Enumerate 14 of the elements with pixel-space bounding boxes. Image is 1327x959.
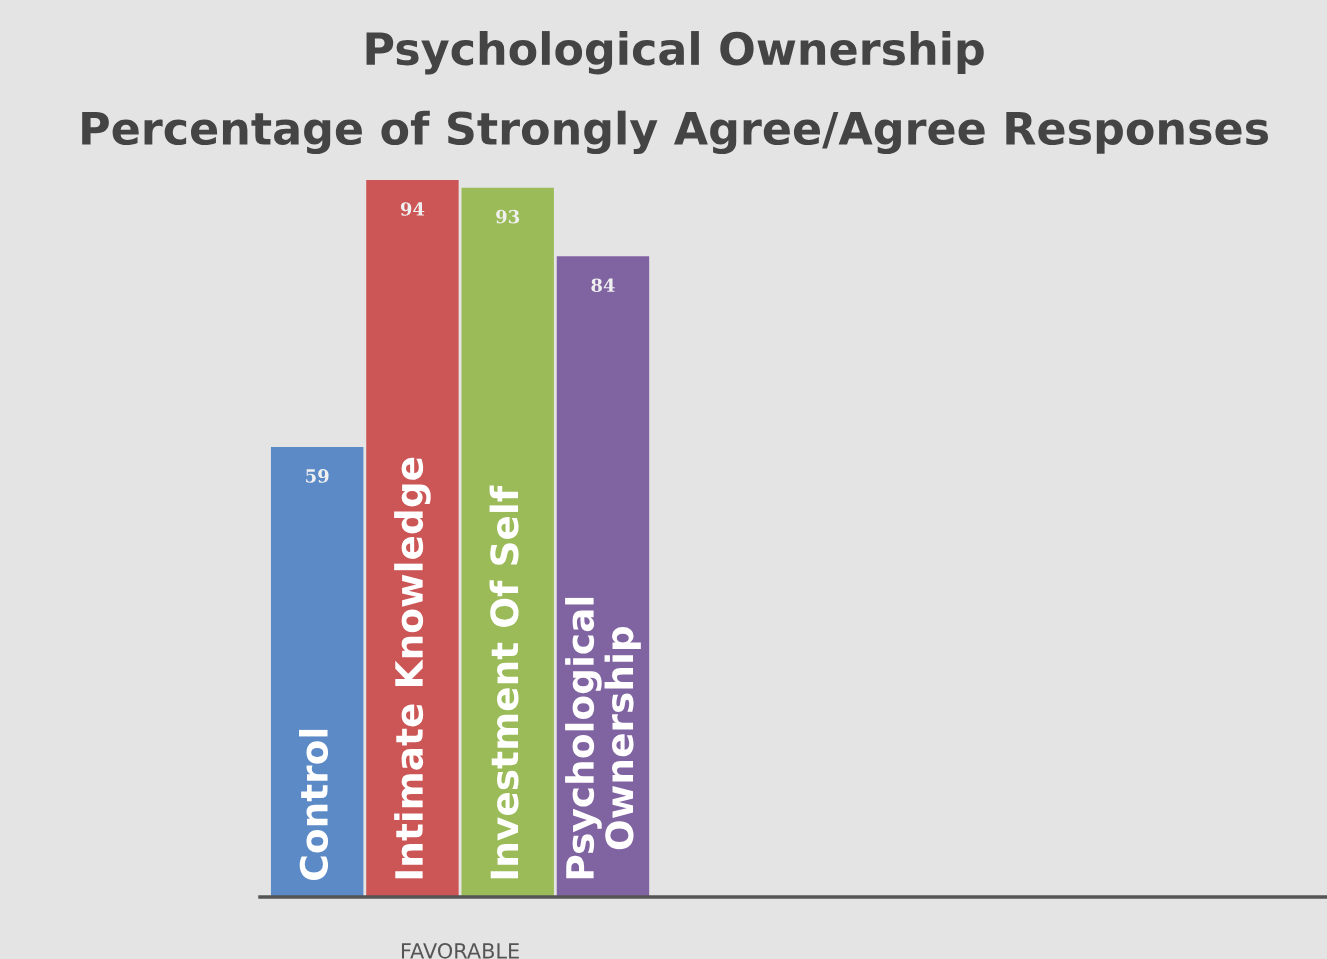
x-tick-label: Intimate Knowledge [394, 457, 431, 879]
chart-title: Psychological Ownership [366, 31, 984, 75]
bar [366, 180, 459, 897]
bar [270, 446, 364, 897]
data-label: 94 [400, 202, 425, 216]
x-tick-label: Investment Of Self [489, 485, 519, 879]
x-tick-label: Psychological Ownership [565, 597, 641, 879]
bar [461, 187, 554, 897]
x-axis-title: FAVORABLE [401, 942, 519, 959]
data-label: 84 [591, 278, 615, 293]
data-label: 59 [306, 469, 329, 483]
data-label: 93 [496, 209, 520, 224]
chart-subtitle: Percentage of Strongly Agree/Agree Responses [82, 110, 1269, 155]
x-tick-label: Control [299, 729, 329, 880]
